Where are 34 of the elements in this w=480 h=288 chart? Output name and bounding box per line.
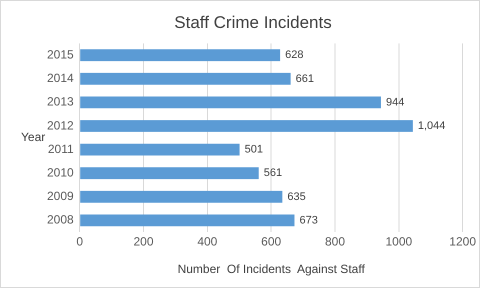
x-tick-label: 600 <box>261 234 282 249</box>
data-label: 1,044 <box>418 120 446 132</box>
data-label: 501 <box>244 144 263 156</box>
data-label: 635 <box>287 190 306 203</box>
y-tick-label: 2015 <box>46 48 74 62</box>
bar <box>80 167 259 180</box>
x-axis-title: Number Of Incidents Against Staff <box>178 262 366 276</box>
chart-title: Staff Crime Incidents <box>174 12 332 32</box>
x-tick-label: 800 <box>324 234 346 249</box>
x-tick-label: 200 <box>134 234 154 249</box>
data-label: 944 <box>386 96 404 108</box>
data-label: 628 <box>285 49 304 62</box>
x-tick-label: 1200 <box>449 234 476 249</box>
x-tick-label: 400 <box>197 234 218 249</box>
bar <box>80 190 282 203</box>
bar <box>80 49 280 62</box>
x-tick-label: 0 <box>76 234 84 249</box>
y-tick-label: 2013 <box>46 94 74 109</box>
bar <box>80 96 381 108</box>
y-tick-label: 2012 <box>46 118 74 132</box>
data-label: 661 <box>296 72 314 85</box>
bar <box>80 214 294 226</box>
y-axis-title: Year <box>21 130 46 144</box>
y-tick-label: 2009 <box>46 189 74 204</box>
x-tick-label: 1000 <box>385 234 412 249</box>
y-tick-label: 2014 <box>46 71 74 86</box>
y-tick-label: 2010 <box>46 166 74 180</box>
bar <box>80 120 413 132</box>
data-label: 673 <box>299 214 318 226</box>
bar <box>80 72 291 85</box>
data-label: 561 <box>264 167 282 180</box>
y-tick-label: 2008 <box>46 212 74 227</box>
y-tick-label: 2011 <box>48 142 74 156</box>
bar <box>80 144 240 156</box>
